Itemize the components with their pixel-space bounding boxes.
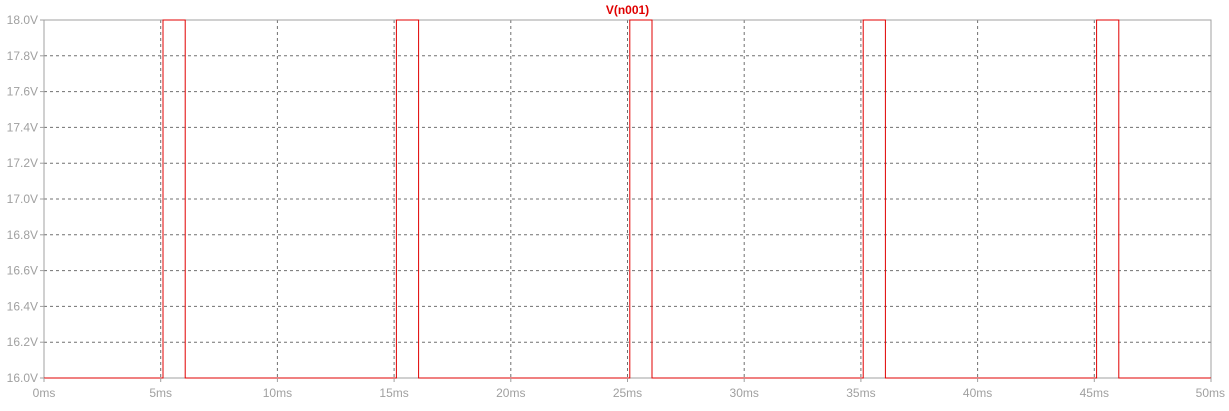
x-tick-label: 40ms [963, 386, 992, 400]
y-tick-label: 17.0V [7, 192, 38, 206]
x-tick-label: 25ms [613, 386, 642, 400]
y-tick-label: 17.8V [7, 49, 38, 63]
y-axis-ticks: 16.0V 16.2V 16.4V 16.6V 16.8V 17.0V 17.2V 17.4V… [7, 13, 44, 385]
y-tick-label: 16.6V [7, 264, 38, 278]
y-tick-label: 17.2V [7, 156, 38, 170]
x-tick-label: 20ms [496, 386, 525, 400]
x-tick-label: 45ms [1080, 386, 1109, 400]
y-tick-label: 16.2V [7, 335, 38, 349]
x-tick-label: 10ms [263, 386, 292, 400]
y-tick-label: 16.0V [7, 371, 38, 385]
grid [44, 20, 1211, 378]
x-tick-label: 30ms [730, 386, 759, 400]
y-tick-label: 18.0V [7, 13, 38, 27]
x-axis-ticks: 0ms 5ms 10ms 15ms 20ms 25ms 30ms 35ms 40ms 45ms 50… [33, 378, 1225, 400]
trace-label[interactable]: V(n001) [606, 3, 649, 17]
trace-v-n001 [44, 19, 1211, 379]
x-tick-label: 5ms [149, 386, 172, 400]
y-tick-label: 17.6V [7, 85, 38, 99]
x-tick-label: 50ms [1196, 386, 1225, 400]
x-tick-label: 35ms [846, 386, 875, 400]
y-tick-label: 17.4V [7, 120, 38, 134]
y-tick-label: 16.8V [7, 228, 38, 242]
trace-layer [44, 19, 1211, 379]
x-tick-label: 0ms [33, 386, 56, 400]
y-tick-label: 16.4V [7, 299, 38, 313]
x-tick-label: 15ms [379, 386, 408, 400]
